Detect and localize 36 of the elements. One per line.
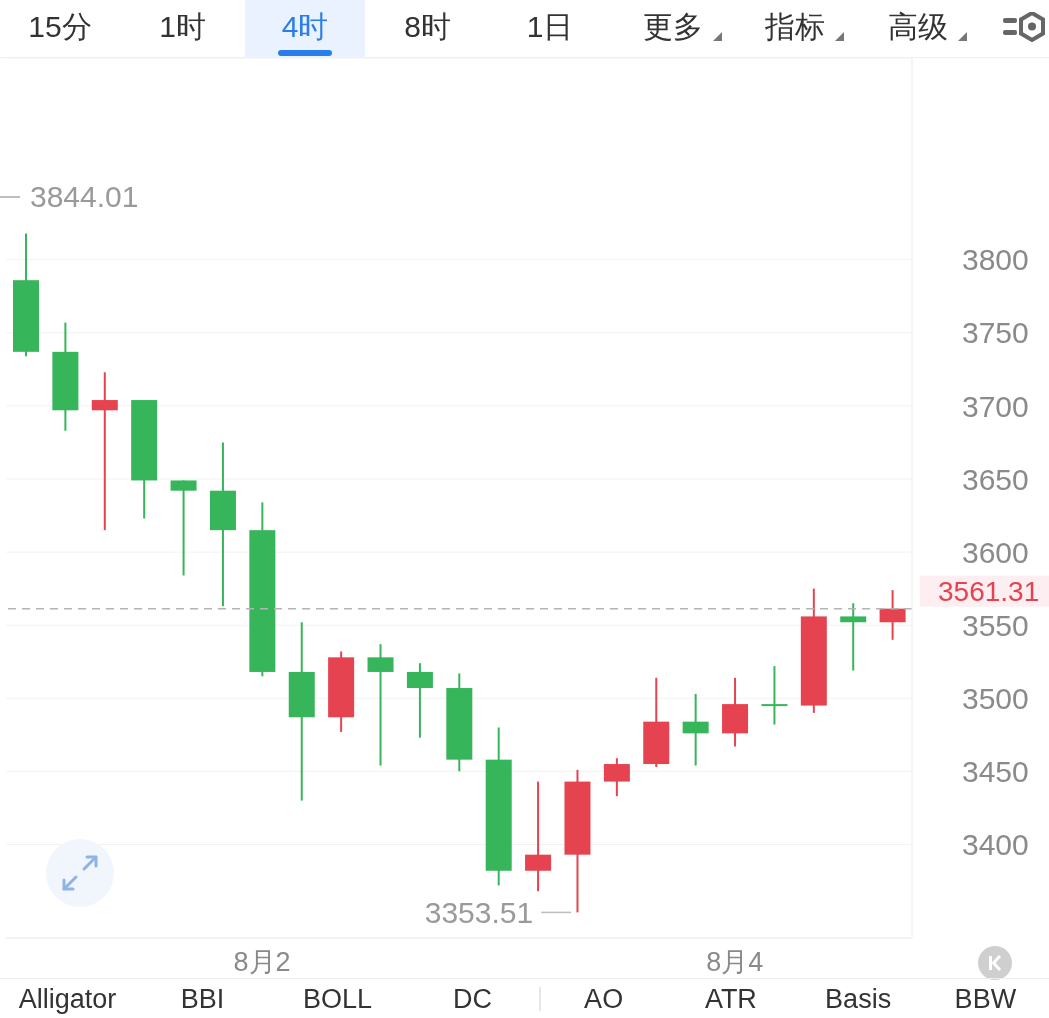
y-tick-label: 3800 (962, 243, 1029, 277)
text: Basis (825, 984, 892, 1014)
text: 4时 (281, 10, 329, 43)
y-tick-label: 3450 (962, 755, 1029, 789)
y-tick-label: 3700 (962, 389, 1029, 423)
text: 1日 (526, 10, 574, 43)
candlestick (761, 665, 788, 726)
text: DC (453, 984, 492, 1014)
candlestick (682, 692, 709, 767)
y-tick-label: 3650 (962, 462, 1029, 496)
text: 指标 (765, 10, 825, 43)
ref-line-label: 3561.31 (938, 576, 1040, 608)
text: ATR (704, 984, 757, 1014)
text: BBW (954, 984, 1017, 1014)
y-tick-label: 3750 (962, 316, 1029, 350)
text: 15分 (28, 10, 92, 43)
candlestick (367, 643, 394, 767)
y-tick-label: 3500 (962, 681, 1029, 715)
text: 高级 (887, 10, 948, 43)
text: AO (584, 984, 624, 1014)
text: BOLL (302, 984, 373, 1014)
text: BBI (180, 984, 225, 1014)
annotation: 3353.51 (424, 895, 534, 929)
text: 8时 (404, 10, 451, 43)
x-tick-label: 8月4 (706, 947, 764, 978)
y-tick-label: 3400 (962, 828, 1029, 862)
y-tick-label: 3550 (962, 608, 1029, 642)
y-tick-label: 3600 (962, 535, 1029, 569)
text: 1时 (159, 10, 206, 43)
x-tick-label: 8月2 (233, 947, 291, 978)
candlestick (170, 479, 197, 577)
annotation: 3844.01 (30, 180, 139, 213)
candlestick (840, 602, 867, 672)
text: Alligator (18, 984, 117, 1014)
candlestick (91, 371, 118, 532)
text: 更多 (642, 10, 703, 43)
